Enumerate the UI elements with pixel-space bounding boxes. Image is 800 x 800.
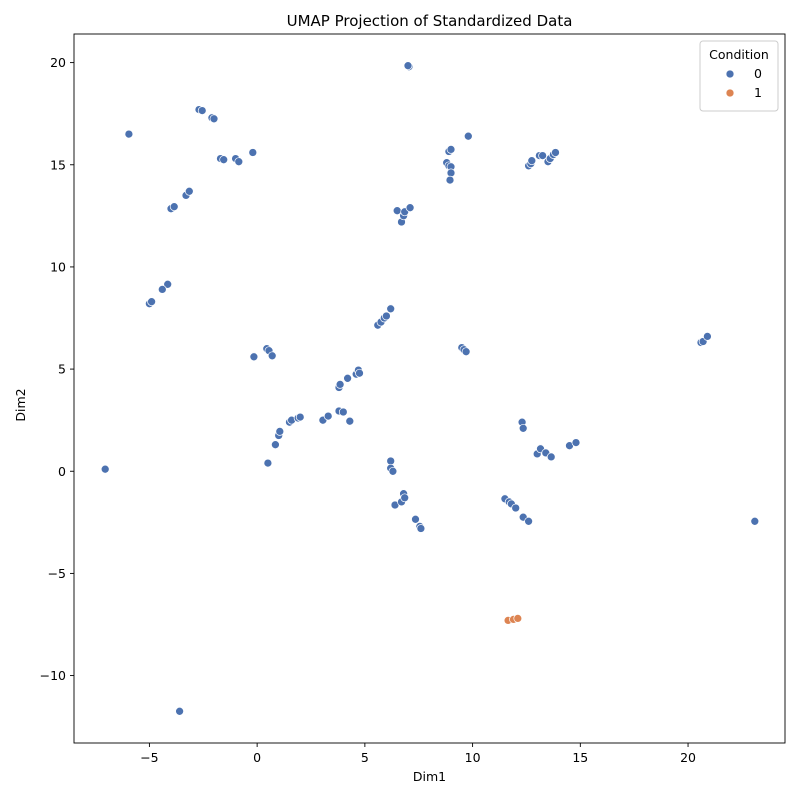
x-tick-label: 20 [680, 750, 696, 765]
point-condition-0 [184, 186, 194, 196]
point-condition-0 [416, 524, 426, 533]
plot-area [73, 33, 786, 744]
legend-label-1: 1 [754, 85, 762, 100]
point-condition-0 [323, 411, 333, 421]
y-tick-label: 15 [50, 157, 66, 172]
point-condition-0 [275, 427, 285, 436]
y-axis-label: Dim2 [13, 388, 28, 421]
point-condition-0 [338, 407, 348, 417]
legend-box [699, 40, 779, 112]
point-condition-0 [345, 416, 355, 426]
point-condition-0 [355, 368, 364, 378]
point-condition-0 [411, 514, 420, 524]
point-condition-0 [248, 148, 258, 157]
point-condition-0 [461, 347, 471, 357]
point-condition-0 [169, 202, 179, 212]
point-condition-0 [518, 423, 528, 433]
y-tick-label: 5 [58, 362, 66, 377]
point-condition-0 [400, 493, 410, 503]
point-condition-0 [209, 114, 219, 124]
point-condition-0 [100, 464, 110, 474]
y-tick-label: −5 [48, 566, 66, 581]
point-condition-0 [147, 297, 156, 307]
point-condition-0 [571, 438, 581, 447]
point-condition-0 [234, 157, 244, 167]
x-tick-label: 10 [465, 750, 481, 765]
point-condition-0 [403, 61, 413, 71]
legend-label-0: 0 [754, 66, 762, 81]
point-condition-0 [445, 175, 455, 185]
point-condition-0 [382, 311, 391, 321]
y-tick-label: 10 [50, 259, 66, 274]
point-condition-0 [527, 156, 537, 166]
point-condition-0 [511, 503, 521, 513]
point-condition-0 [124, 129, 134, 139]
point-condition-0 [263, 458, 273, 468]
point-condition-0 [538, 151, 547, 160]
point-condition-0 [546, 452, 556, 462]
x-tick-label: 15 [572, 750, 588, 765]
point-condition-0 [197, 106, 207, 115]
y-tick-label: −10 [40, 668, 66, 683]
x-axis: −5 0 5 10 15 20 [140, 743, 696, 765]
point-condition-0 [386, 456, 396, 466]
point-condition-0 [335, 380, 345, 389]
point-condition-0 [446, 168, 456, 178]
x-axis-label: Dim1 [413, 769, 446, 784]
y-axis: −10 −5 0 5 10 15 20 [40, 55, 74, 683]
x-tick-label: 0 [253, 750, 261, 765]
point-condition-0 [524, 516, 533, 526]
point-condition-0 [175, 706, 184, 716]
point-condition-0 [703, 332, 712, 341]
legend: Condition 0 1 [699, 40, 779, 112]
point-condition-0 [163, 279, 173, 289]
x-tick-label: −5 [140, 750, 158, 765]
series-0 [100, 61, 760, 716]
chart-title: UMAP Projection of Standardized Data [287, 12, 573, 30]
legend-marker-1 [725, 88, 735, 98]
point-condition-0 [249, 352, 259, 362]
x-tick-label: 5 [361, 750, 369, 765]
point-condition-0 [295, 412, 305, 422]
legend-marker-0 [725, 69, 735, 79]
point-condition-0 [386, 304, 396, 314]
point-condition-0 [343, 373, 352, 383]
point-condition-0 [463, 131, 473, 141]
point-condition-1 [513, 614, 523, 623]
plot-frame [73, 33, 786, 744]
point-condition-0 [267, 351, 277, 361]
point-condition-0 [271, 440, 280, 450]
point-condition-0 [405, 203, 415, 213]
y-tick-label: 20 [50, 55, 66, 70]
series-1 [503, 614, 523, 625]
y-tick-label: 0 [58, 464, 66, 479]
point-condition-0 [157, 285, 167, 294]
point-condition-0 [750, 516, 760, 526]
point-condition-0 [388, 466, 398, 476]
point-condition-0 [551, 148, 560, 157]
legend-title: Condition [709, 47, 769, 62]
point-condition-0 [446, 145, 456, 154]
point-condition-0 [219, 155, 229, 165]
